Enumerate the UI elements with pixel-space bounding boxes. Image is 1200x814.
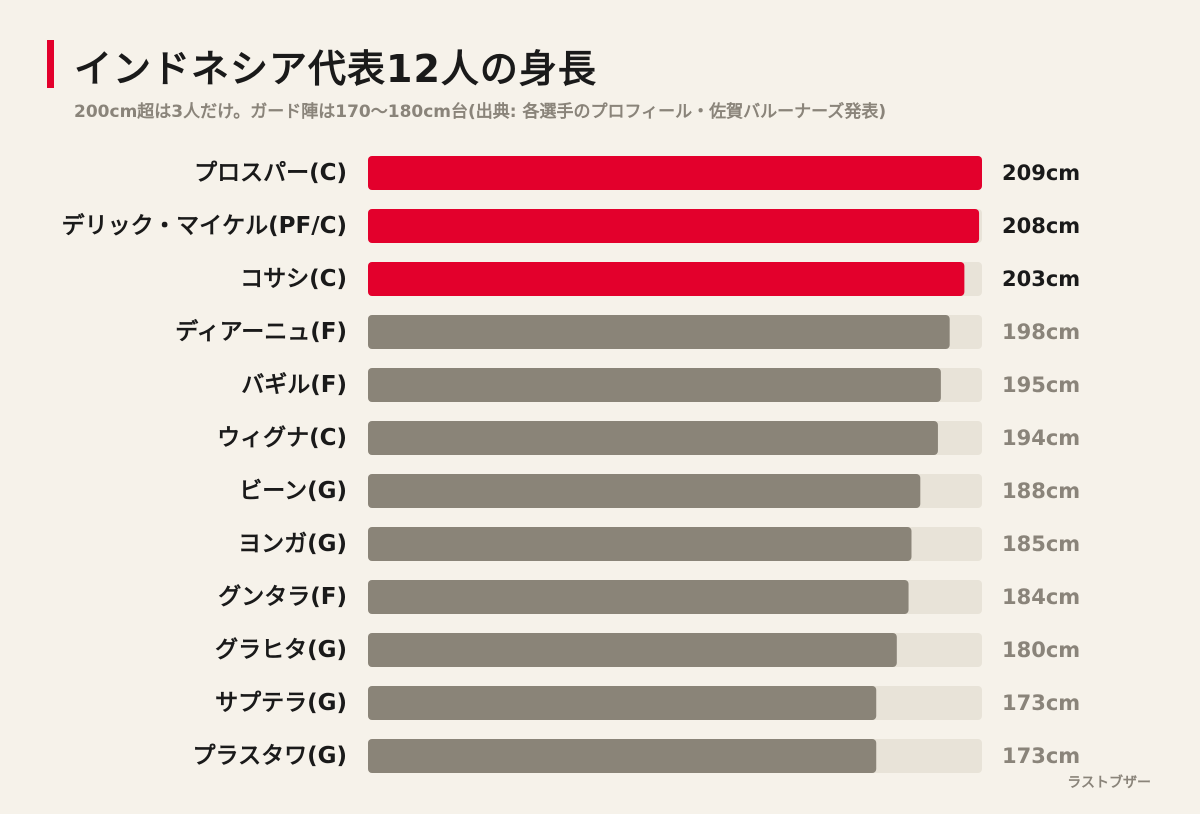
value-label: 198cm (1002, 320, 1080, 344)
bar (368, 474, 921, 508)
category-label: ビーン(G) (239, 478, 347, 504)
category-label: サプテラ(G) (215, 690, 347, 716)
value-label: 173cm (1002, 744, 1080, 768)
category-label: バギル(F) (241, 372, 347, 398)
category-label: プラスタワ(G) (193, 743, 347, 769)
bar (368, 580, 909, 614)
bar (368, 156, 982, 190)
category-label: デリック・マイケル(PF/C) (62, 212, 347, 239)
value-label: 195cm (1002, 373, 1080, 397)
value-label: 185cm (1002, 532, 1080, 556)
bar (368, 739, 877, 773)
bar (368, 209, 980, 243)
title-accent-bar (47, 40, 54, 88)
bar (368, 527, 912, 561)
value-label: 184cm (1002, 585, 1080, 609)
category-label: コサシ(C) (240, 266, 347, 292)
credit-text: ラストブザー (1067, 775, 1151, 791)
value-label: 209cm (1002, 161, 1080, 185)
bar (368, 686, 877, 720)
bar (368, 368, 941, 402)
bar (368, 315, 950, 349)
chart-subtitle: 200cm超は3人だけ。ガード陣は170〜180cm台(出典: 各選手のプロフィ… (74, 102, 887, 122)
bar (368, 421, 938, 455)
chart-title: インドネシア代表12人の身長 (74, 47, 597, 91)
value-label: 180cm (1002, 638, 1080, 662)
category-label: グラヒタ(G) (215, 636, 347, 663)
value-label: 208cm (1002, 214, 1080, 238)
category-label: プロスパー(C) (194, 160, 347, 186)
value-label: 188cm (1002, 479, 1080, 503)
category-label: ウィグナ(C) (217, 424, 347, 451)
value-label: 173cm (1002, 691, 1080, 715)
category-label: グンタラ(F) (218, 583, 347, 610)
bar (368, 633, 897, 667)
category-label: ヨンガ(G) (238, 531, 347, 557)
value-label: 194cm (1002, 426, 1080, 450)
category-label: ディアーニュ(F) (175, 318, 347, 345)
bar (368, 262, 965, 296)
value-label: 203cm (1002, 267, 1080, 291)
